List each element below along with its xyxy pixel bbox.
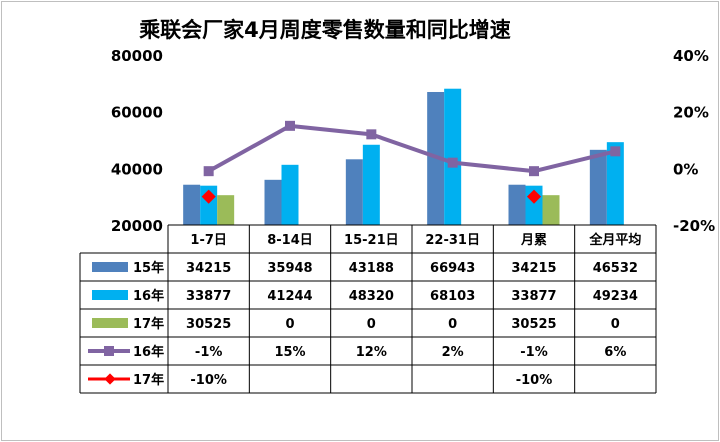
- data-label: 34215: [511, 261, 556, 276]
- series-line-1: [207, 123, 616, 174]
- right-axis-tick-label: -20%: [673, 217, 715, 235]
- legend-label: 17年: [133, 372, 164, 388]
- bar-2: [444, 88, 462, 226]
- data-label: 41244: [267, 289, 312, 304]
- bar-3: [542, 195, 560, 225]
- chart-title: 乘联会厂家4月周度零售数量和同比增速: [139, 18, 511, 42]
- line-marker-square: [447, 157, 458, 168]
- line-marker-diamond: [201, 189, 216, 204]
- data-label: 0: [285, 317, 294, 332]
- category-label: 月累: [520, 232, 547, 248]
- data-label: 68103: [430, 289, 475, 304]
- bar-1: [508, 184, 526, 225]
- legend-label: 15年: [133, 260, 164, 276]
- data-label: 15%: [274, 345, 305, 360]
- bar-3: [217, 195, 235, 225]
- right-axis-tick-label: 0%: [673, 160, 698, 178]
- category-label: 15-21日: [344, 233, 399, 248]
- line-marker-square: [203, 166, 214, 177]
- left-axis-tick-label: 60000: [111, 104, 163, 122]
- legend-key-bar: [92, 262, 128, 272]
- legend-key-bar: [92, 290, 128, 300]
- line-marker-square: [285, 120, 295, 131]
- bar-2: [606, 142, 624, 225]
- data-label: 0: [367, 317, 376, 332]
- data-label: 0: [611, 317, 620, 332]
- data-label: 33877: [186, 289, 231, 304]
- data-label: 34215: [186, 261, 231, 276]
- category-label: 8-14日: [267, 233, 313, 248]
- data-label: -1%: [195, 345, 222, 360]
- bar-1: [345, 159, 363, 225]
- category-label: 22-31日: [425, 233, 480, 248]
- data-label: 2%: [442, 345, 464, 360]
- legend-key-marker: [104, 373, 116, 385]
- data-label: -10%: [516, 373, 553, 388]
- data-label: 49234: [593, 289, 638, 304]
- category-label: 全月平均: [588, 232, 641, 248]
- data-label: 43188: [349, 261, 394, 276]
- data-label: -1%: [520, 345, 547, 360]
- legend-label: 16年: [133, 344, 164, 360]
- bar-1: [264, 179, 282, 225]
- data-label: 30525: [511, 317, 556, 332]
- data-label: -10%: [190, 373, 227, 388]
- legend-key-bar: [92, 318, 128, 328]
- line-marker-diamond: [526, 189, 542, 204]
- data-label: 6%: [604, 345, 626, 360]
- category-label: 1-7日: [190, 233, 227, 248]
- data-label: 35948: [267, 261, 312, 276]
- line-marker-square: [366, 129, 377, 140]
- data-label: 12%: [356, 345, 387, 360]
- line-marker-square: [529, 166, 539, 177]
- left-axis-tick-label: 80000: [111, 47, 163, 65]
- legend-label: 16年: [133, 288, 164, 304]
- left-axis-tick-label: 40000: [111, 160, 163, 178]
- bar-2: [362, 144, 380, 225]
- line-marker-square: [610, 146, 621, 157]
- bar-1: [589, 149, 607, 225]
- data-label: 46532: [593, 261, 638, 276]
- left-axis-tick-label: 20000: [111, 217, 163, 235]
- bar-1: [183, 184, 201, 225]
- bar-2: [281, 164, 299, 225]
- right-axis-tick-label: 20%: [673, 104, 709, 122]
- data-label: 48320: [349, 289, 394, 304]
- legend-label: 17年: [133, 316, 164, 332]
- data-label: 33877: [511, 289, 556, 304]
- data-label: 0: [448, 317, 457, 332]
- data-label: 30525: [186, 317, 231, 332]
- data-label: 66943: [430, 261, 475, 276]
- right-axis-tick-label: 40%: [673, 47, 709, 65]
- legend-key-marker: [104, 346, 114, 356]
